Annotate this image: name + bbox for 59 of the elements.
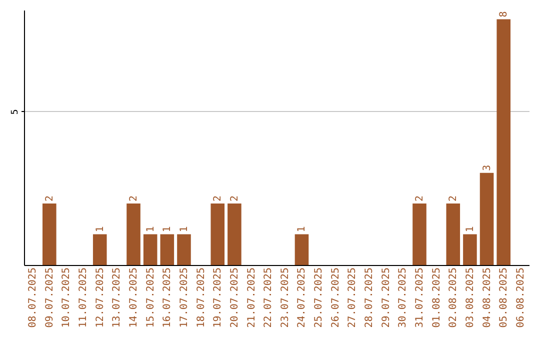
x-tick-label: 19.07.2025 <box>212 268 224 328</box>
x-tick-label: 14.07.2025 <box>128 268 140 328</box>
x-tick-label: 04.08.2025 <box>482 268 493 328</box>
data-label: 1 <box>178 226 190 232</box>
data-label: 1 <box>162 226 174 232</box>
bar <box>210 204 225 265</box>
x-tick-label: 30.07.2025 <box>398 268 409 328</box>
data-label: 1 <box>94 226 106 232</box>
x-tick-label: 29.07.2025 <box>380 268 392 328</box>
x-tick-label: 18.07.2025 <box>196 268 207 328</box>
x-tick-label: 13.07.2025 <box>112 268 123 328</box>
x-tick-label: 17.07.2025 <box>178 268 190 328</box>
bar <box>160 234 174 265</box>
x-tick-label: 10.07.2025 <box>61 268 72 328</box>
x-tick-label: 28.07.2025 <box>364 268 376 328</box>
data-label: 3 <box>482 164 493 171</box>
data-label: 1 <box>464 226 476 232</box>
x-tick-label: 05.08.2025 <box>498 268 510 328</box>
data-label: 2 <box>414 196 426 202</box>
bar <box>177 234 191 265</box>
bar <box>143 234 158 265</box>
x-tick-label: 25.07.2025 <box>314 268 325 328</box>
bar <box>446 204 460 265</box>
x-tick-label: 27.07.2025 <box>347 268 358 328</box>
bar <box>228 204 242 265</box>
bar <box>294 234 309 265</box>
data-label: 2 <box>229 196 240 202</box>
x-tick-label: 01.08.2025 <box>431 268 442 328</box>
bar <box>463 234 477 265</box>
bar <box>412 204 426 265</box>
data-label: 1 <box>296 226 308 232</box>
x-tick-label: 11.07.2025 <box>78 268 90 328</box>
data-label: 2 <box>128 196 140 202</box>
x-tick-label: 20.07.2025 <box>229 268 240 328</box>
x-tick-label: 22.07.2025 <box>263 268 274 328</box>
bar <box>92 234 107 265</box>
x-tick-label: 15.07.2025 <box>145 268 156 328</box>
y-tick-label: 5 <box>10 109 20 115</box>
data-label: 2 <box>448 196 460 202</box>
bar <box>496 19 510 265</box>
x-tick-label: 21.07.2025 <box>246 268 258 328</box>
x-tick-label: 06.08.2025 <box>515 268 526 328</box>
data-label: 2 <box>212 196 224 202</box>
x-tick-label: 31.07.2025 <box>414 268 426 328</box>
data-label: 2 <box>44 196 56 202</box>
x-tick-label: 24.07.2025 <box>296 268 308 328</box>
bar <box>42 204 56 265</box>
x-tick-label: 26.07.2025 <box>330 268 342 328</box>
x-tick-label: 16.07.2025 <box>162 268 174 328</box>
data-label: 1 <box>145 226 156 232</box>
x-tick-label: 03.08.2025 <box>464 268 476 328</box>
x-tick-label: 09.07.2025 <box>44 268 56 328</box>
data-label: 8 <box>498 11 510 18</box>
x-tick-label: 02.08.2025 <box>448 268 460 328</box>
x-tick-label: 08.07.2025 <box>28 268 39 328</box>
bar <box>126 204 140 265</box>
x-tick-label: 12.07.2025 <box>94 268 106 328</box>
bar <box>480 172 494 265</box>
x-tick-label: 23.07.2025 <box>280 268 291 328</box>
